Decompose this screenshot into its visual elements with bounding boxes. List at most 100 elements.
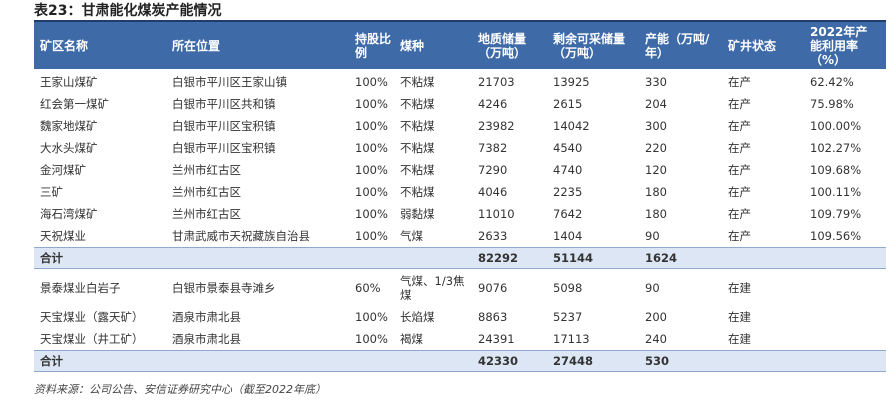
table-cell: 100% xyxy=(355,332,388,346)
table-cell: 长焰煤 xyxy=(400,310,435,324)
table-cell: 100% xyxy=(355,97,388,111)
total-label: 合计 xyxy=(40,251,63,265)
total-cell: 42330 xyxy=(478,354,519,368)
total-cell: 530 xyxy=(645,354,670,368)
table-cell: 不粘煤 xyxy=(400,141,435,155)
table-cell: 红会第一煤矿 xyxy=(40,97,109,111)
table-cell: 4540 xyxy=(553,141,583,155)
table-cell: 景泰煤业白岩子 xyxy=(40,281,121,295)
table-cell: 75.98% xyxy=(810,97,854,111)
table-cell: 13925 xyxy=(553,75,590,89)
table-cell: 109.56% xyxy=(810,229,862,243)
table-cell: 甘肃武威市天祝藏族自治县 xyxy=(172,229,310,243)
table-cell: 4246 xyxy=(478,97,508,111)
source: 资料来源：公司公告、安信证券研究中心（截至2022年底） xyxy=(34,383,326,396)
table-cell: 60% xyxy=(355,281,381,295)
table-cell: 白银市景泰县寺滩乡 xyxy=(172,281,276,295)
table-cell: 魏家地煤矿 xyxy=(40,119,98,133)
table-cell: 120 xyxy=(645,163,667,177)
title: 表23：甘肃能化煤炭产能情况 xyxy=(34,3,222,19)
table-cell: 褐煤 xyxy=(400,332,423,346)
table-cell: 102.27% xyxy=(810,141,862,155)
table-cell: 海石湾煤矿 xyxy=(40,207,98,221)
table-cell: 300 xyxy=(645,119,667,133)
table-cell: 白银市平川区王家山镇 xyxy=(172,75,287,89)
table-cell: 三矿 xyxy=(40,185,63,199)
table-cell: 在建 xyxy=(728,310,751,324)
table-cell: 100% xyxy=(355,229,388,243)
header-cell: 剩余可采储量（万吨） xyxy=(553,31,626,60)
table-cell: 在产 xyxy=(728,75,751,89)
table-cell: 100.11% xyxy=(810,185,862,199)
total-row-bg xyxy=(34,350,886,372)
table-cell: 204 xyxy=(645,97,667,111)
table-cell: 100% xyxy=(355,75,388,89)
table-cell: 在产 xyxy=(728,97,751,111)
table-cell: 大水头煤矿 xyxy=(40,141,98,155)
table-cell: 200 xyxy=(645,310,667,324)
table-cell: 8863 xyxy=(478,310,508,324)
table-cell: 兰州市红古区 xyxy=(172,185,241,199)
table-cell: 100% xyxy=(355,185,388,199)
table-cell: 23982 xyxy=(478,119,515,133)
table-cell: 100% xyxy=(355,141,388,155)
table-cell: 109.79% xyxy=(810,207,862,221)
header-cell: 矿井状态 xyxy=(728,38,777,53)
table-cell: 4046 xyxy=(478,185,508,199)
table-cell: 天祝煤业 xyxy=(40,229,86,243)
total-row-bg xyxy=(34,247,886,269)
total-cell: 51144 xyxy=(553,251,594,265)
header-cell: 地质储量（万吨） xyxy=(478,31,527,60)
table-cell: 气煤、1/3焦煤 xyxy=(400,274,465,302)
table-cell: 100% xyxy=(355,163,388,177)
table-cell: 100% xyxy=(355,119,388,133)
table-cell: 1404 xyxy=(553,229,583,243)
table-cell: 4740 xyxy=(553,163,583,177)
table-cell: 180 xyxy=(645,207,667,221)
table-cell: 180 xyxy=(645,185,667,199)
table-cell: 酒泉市肃北县 xyxy=(172,332,241,346)
table-cell: 在产 xyxy=(728,163,751,177)
total-label: 合计 xyxy=(40,354,63,368)
table-cell: 兰州市红古区 xyxy=(172,163,241,177)
header-cell: 煤种 xyxy=(400,38,425,53)
table-cell: 220 xyxy=(645,141,667,155)
table-cell: 100.00% xyxy=(810,119,862,133)
table-cell: 金河煤矿 xyxy=(40,163,86,177)
table-cell: 在产 xyxy=(728,207,751,221)
table-cell: 白银市平川区共和镇 xyxy=(172,97,276,111)
total-cell: 82292 xyxy=(478,251,519,265)
table-cell: 在建 xyxy=(728,281,751,295)
header-cell: 所在位置 xyxy=(172,38,221,53)
table-cell: 2633 xyxy=(478,229,508,243)
table-cell: 在产 xyxy=(728,119,751,133)
table-cell: 酒泉市肃北县 xyxy=(172,310,241,324)
table-cell: 弱黏煤 xyxy=(400,207,435,221)
table-cell: 17113 xyxy=(553,332,590,346)
table-cell: 109.68% xyxy=(810,163,862,177)
table-cell: 5237 xyxy=(553,310,583,324)
table-cell: 在产 xyxy=(728,185,751,199)
header-bg xyxy=(34,22,886,69)
table-cell: 白银市平川区宝积镇 xyxy=(172,119,276,133)
table-cell: 7382 xyxy=(478,141,508,155)
table-cell: 240 xyxy=(645,332,667,346)
total-cell: 1624 xyxy=(645,251,678,265)
table-cell: 21703 xyxy=(478,75,515,89)
table-cell: 330 xyxy=(645,75,667,89)
table-cell: 天宝煤业（井工矿） xyxy=(40,332,144,346)
table-cell: 7642 xyxy=(553,207,583,221)
table-cell: 90 xyxy=(645,229,660,243)
table-cell: 2615 xyxy=(553,97,583,111)
table-cell: 7290 xyxy=(478,163,508,177)
header-cell: 矿区名称 xyxy=(40,38,89,53)
title-rule xyxy=(34,20,886,22)
table-cell: 兰州市红古区 xyxy=(172,207,241,221)
table-cell: 90 xyxy=(645,281,660,295)
header-cell: 产能（万吨/年） xyxy=(645,31,710,60)
table-cell: 不粘煤 xyxy=(400,163,435,177)
table-cell: 气煤 xyxy=(400,229,423,243)
table-cell: 天宝煤业（露天矿） xyxy=(40,310,144,324)
table-cell: 在产 xyxy=(728,229,751,243)
